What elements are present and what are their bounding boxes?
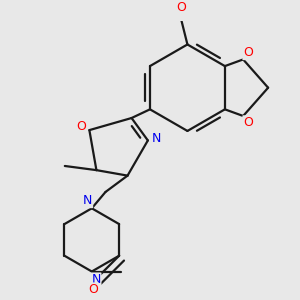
Text: O: O: [243, 116, 253, 129]
Text: O: O: [88, 283, 98, 296]
Text: N: N: [91, 273, 101, 286]
Text: O: O: [243, 46, 253, 59]
Text: N: N: [83, 194, 92, 207]
Text: O: O: [76, 120, 86, 133]
Text: O: O: [176, 1, 186, 13]
Text: N: N: [152, 132, 161, 145]
